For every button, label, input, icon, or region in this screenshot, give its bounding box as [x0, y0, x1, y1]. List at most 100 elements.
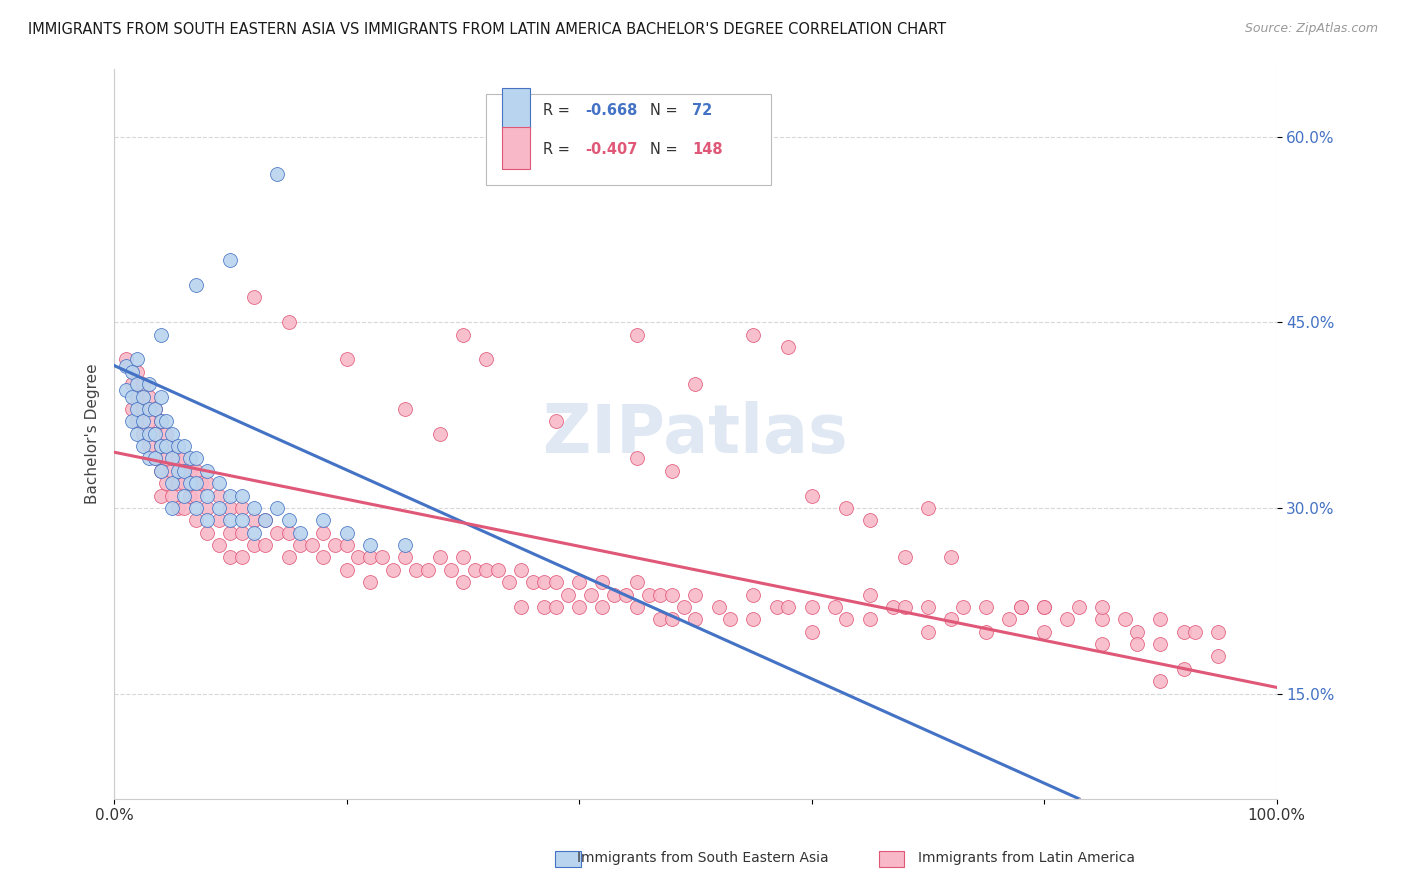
Point [301, 538, 323, 552]
Point [132, 401, 155, 416]
Point [1067, 599, 1090, 614]
Point [800, 624, 823, 639]
Point [138, 439, 160, 453]
Point [1114, 612, 1136, 626]
Point [266, 500, 288, 515]
Point [1056, 612, 1078, 626]
Text: R =: R = [543, 142, 575, 157]
Point [661, 464, 683, 478]
Point [568, 599, 591, 614]
Point [1091, 599, 1114, 614]
Point [451, 327, 474, 342]
Point [685, 377, 707, 392]
Point [138, 390, 160, 404]
Point [219, 489, 242, 503]
Point [475, 352, 498, 367]
Point [162, 476, 184, 491]
Point [143, 451, 166, 466]
Point [173, 439, 195, 453]
Point [440, 563, 463, 577]
Point [336, 538, 359, 552]
Point [1149, 674, 1171, 689]
Point [288, 525, 311, 540]
Point [544, 414, 567, 428]
Point [121, 414, 143, 428]
Point [1010, 599, 1032, 614]
Point [835, 612, 858, 626]
Point [1126, 624, 1149, 639]
Point [121, 365, 143, 379]
Point [149, 464, 172, 478]
Point [114, 359, 136, 373]
Point [167, 439, 190, 453]
Text: N =: N = [650, 142, 682, 157]
Point [173, 489, 195, 503]
Point [359, 550, 381, 565]
Point [742, 327, 765, 342]
Point [127, 390, 149, 404]
Point [917, 624, 939, 639]
Point [114, 384, 136, 398]
Point [626, 451, 648, 466]
Point [917, 500, 939, 515]
Point [155, 439, 177, 453]
Point [394, 538, 416, 552]
Point [162, 426, 184, 441]
Point [568, 575, 591, 590]
Text: ZIPatlаs: ZIPatlаs [543, 401, 848, 467]
Point [579, 588, 602, 602]
Point [190, 476, 212, 491]
Point [939, 612, 962, 626]
Point [742, 612, 765, 626]
Point [638, 588, 661, 602]
Point [132, 439, 155, 453]
Point [219, 253, 242, 268]
Point [138, 401, 160, 416]
Point [533, 575, 555, 590]
Point [277, 513, 299, 527]
Point [800, 489, 823, 503]
Point [254, 513, 277, 527]
Point [312, 525, 335, 540]
Point [1208, 624, 1230, 639]
Point [242, 538, 264, 552]
Point [149, 327, 172, 342]
Point [672, 599, 695, 614]
Point [288, 538, 311, 552]
Point [179, 476, 201, 491]
Point [184, 278, 207, 293]
Point [219, 525, 242, 540]
Point [162, 439, 184, 453]
Point [451, 575, 474, 590]
Point [1208, 649, 1230, 664]
Point [394, 401, 416, 416]
Point [167, 464, 190, 478]
Point [893, 599, 915, 614]
Text: 72: 72 [692, 103, 711, 118]
Point [195, 464, 218, 478]
Point [208, 476, 231, 491]
Point [132, 426, 155, 441]
Point [742, 588, 765, 602]
Point [778, 599, 800, 614]
Point [1173, 662, 1195, 676]
Point [1126, 637, 1149, 651]
Point [685, 612, 707, 626]
Point [650, 588, 672, 602]
Text: -0.407: -0.407 [585, 142, 637, 157]
Text: Immigrants from South Eastern Asia: Immigrants from South Eastern Asia [578, 851, 828, 865]
Point [132, 414, 155, 428]
Point [824, 599, 846, 614]
Point [370, 550, 392, 565]
Point [522, 575, 544, 590]
Point [231, 500, 253, 515]
Point [591, 575, 613, 590]
Point [1010, 599, 1032, 614]
Point [893, 550, 915, 565]
Point [1149, 612, 1171, 626]
Point [974, 624, 997, 639]
Point [429, 426, 451, 441]
Point [359, 575, 381, 590]
Point [127, 414, 149, 428]
Point [323, 538, 346, 552]
